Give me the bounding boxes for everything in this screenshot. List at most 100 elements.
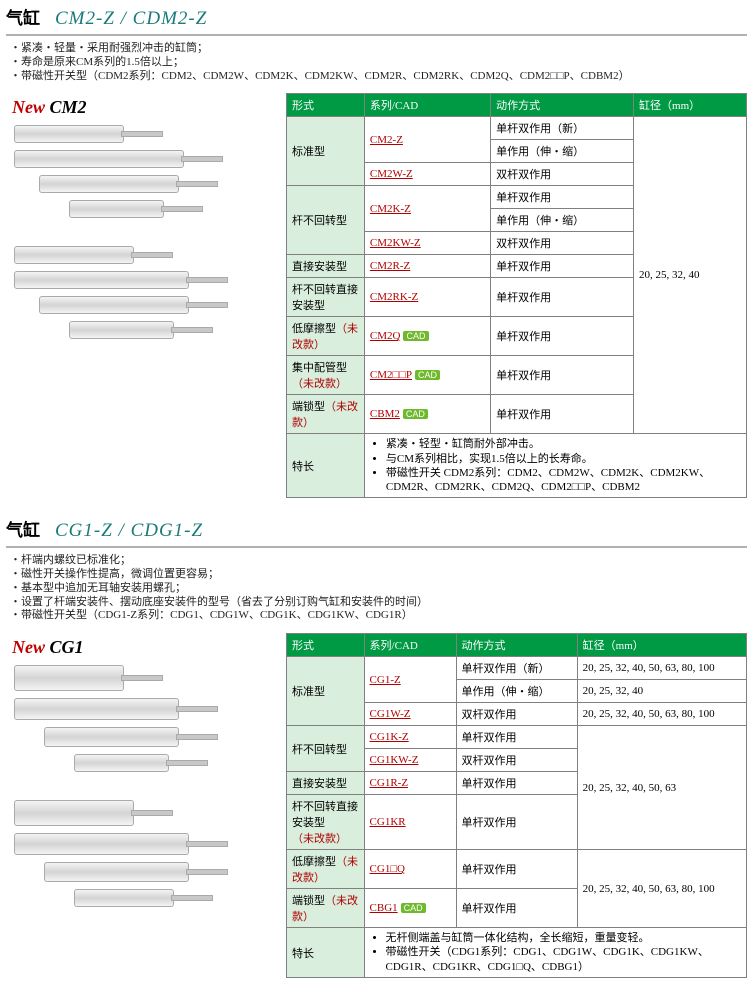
bullet-list: 杆端内螺纹已标准化； 磁性开关操作性提高，微调位置更容易； 基本型中追加无耳轴安… [10,554,747,623]
feature-item: 带磁性开关（CDG1系列：CDG1、CDG1W、CDG1K、CDG1KW、CDG… [386,945,741,974]
table-row: 杆不回转型 CG1K-Z 单杆双作用 20, 25, 32, 40, 50, 6… [287,726,747,749]
new-label: New CG1 [12,637,278,658]
cad-badge: CAD [403,331,428,341]
form-cell: 杆不回转型 [287,726,365,772]
bullet-item: 设置了杆端安装件、摆动底座安装件的型号（省去了分别订购气缸和安装件的时间） [10,596,747,610]
bore-cell: 20, 25, 32, 40, 50, 63, 80, 100 [577,850,746,928]
series-link[interactable]: CG1K-Z [370,731,409,743]
series-cell: CBM2CAD [364,395,490,434]
series-link[interactable]: CBM2 [370,408,400,420]
action-cell: 双杆双作用 [491,163,634,186]
action-cell: 单杆双作用 [456,889,577,928]
form-cell: 标准型 [287,117,365,186]
form-cell: 杆不回转直接安装型 [287,278,365,317]
feature-label: 特长 [287,434,365,498]
th-action: 动作方式 [491,94,634,117]
form-cell: 低摩擦型（未改款） [287,850,365,889]
cad-badge: CAD [415,370,440,380]
feature-item: 带磁性开关 CDM2系列：CDM2、CDM2W、CDM2K、CDM2KW、CDM… [386,466,741,495]
series-cell: CM2QCAD [364,317,490,356]
spec-table-cg1: 形式 系列/CAD 动作方式 缸径（mm） 标准型 CG1-Z 单杆双作用（新）… [286,633,747,978]
th-form: 形式 [287,634,365,657]
series-link[interactable]: CM2R-Z [370,260,410,272]
cylinder-illustrations [6,665,278,907]
series-link[interactable]: CG1KW-Z [370,754,419,766]
action-cell: 单作用（伸・缩） [491,140,634,163]
form-cell: 端锁型（未改款） [287,395,365,434]
new-text: New [12,97,45,117]
series-link[interactable]: CG1-Z [370,674,401,686]
bullet-item: 杆端内螺纹已标准化； [10,554,747,568]
th-bore: 缸径（mm） [577,634,746,657]
series-cell: CBG1CAD [364,889,456,928]
feature-item: 无杆侧端盖与缸筒一体化结构，全长缩短，重量变轻。 [386,931,741,945]
series-link[interactable]: CBG1 [370,902,398,914]
series-link[interactable]: CM2KW-Z [370,237,421,249]
series-link[interactable]: CG1R-Z [370,777,409,789]
series-cell: CM2RK-Z [364,278,490,317]
new-model: CG1 [50,637,84,657]
title-model: CG1-Z / CDG1-Z [55,520,203,541]
title-model: CM2-Z / CDM2-Z [55,8,207,29]
series-link[interactable]: CM2K-Z [370,203,411,215]
section-cg1: 气缸 CG1-Z / CDG1-Z 杆端内螺纹已标准化； 磁性开关操作性提高，微… [0,512,753,992]
th-form: 形式 [287,94,365,117]
series-link[interactable]: CM2-Z [370,134,403,146]
bullet-item: 带磁性开关型（CDG1-Z系列：CDG1、CDG1W、CDG1K、CDG1KW、… [10,609,747,623]
action-cell: 单杆双作用 [456,795,577,850]
new-text: New [12,637,45,657]
action-cell: 单杆双作用 [491,278,634,317]
series-link[interactable]: CM2W-Z [370,168,413,180]
cad-badge: CAD [401,903,426,913]
new-model: CM2 [50,97,87,117]
title-prefix: 气缸 [6,9,40,28]
form-cell: 杆不回转型 [287,186,365,255]
series-cell: CM2□□PCAD [364,356,490,395]
series-cell: CM2KW-Z [364,232,490,255]
series-link[interactable]: CG1KR [370,816,406,828]
spec-table-column: 形式 系列/CAD 动作方式 缸径（mm） 标准型 CG1-Z 单杆双作用（新）… [286,633,747,978]
series-link[interactable]: CG1□Q [370,863,405,875]
series-link[interactable]: CM2□□P [370,369,412,381]
series-link[interactable]: CM2Q [370,330,401,342]
action-cell: 单作用（伸・缩） [491,209,634,232]
action-cell: 单杆双作用 [491,395,634,434]
form-cell: 端锁型（未改款） [287,889,365,928]
feature-item: 紧凑・轻型・缸筒耐外部冲击。 [386,437,741,451]
content-row: New CG1 形式 系列/CAD [6,633,747,978]
action-cell: 单杆双作用 [491,186,634,209]
form-cell: 标准型 [287,657,365,726]
table-row: 标准型 CM2-Z 单杆双作用（新） 20, 25, 32, 40 [287,117,747,140]
th-series: 系列/CAD [364,634,456,657]
form-cell: 集中配管型（未改款） [287,356,365,395]
bullet-item: 基本型中追加无耳轴安装用螺孔； [10,582,747,596]
content-row: New CM2 形式 系列/CAD [6,93,747,498]
spec-table-column: 形式 系列/CAD 动作方式 缸径（mm） 标准型 CM2-Z 单杆双作用（新）… [286,93,747,498]
series-cell: CG1□Q [364,850,456,889]
table-row: 低摩擦型（未改款） CG1□Q 单杆双作用 20, 25, 32, 40, 50… [287,850,747,889]
form-cell: 直接安装型 [287,255,365,278]
bullet-item: 磁性开关操作性提高，微调位置更容易； [10,568,747,582]
bore-cell: 20, 25, 32, 40 [577,680,746,703]
series-link[interactable]: CG1W-Z [370,708,411,720]
th-series: 系列/CAD [364,94,490,117]
new-label: New CM2 [12,97,278,118]
bullet-list: 紧凑・轻量・采用耐强烈冲击的缸筒； 寿命是原来CM系列的1.5倍以上； 带磁性开… [10,42,747,83]
series-cell: CM2R-Z [364,255,490,278]
bore-cell: 20, 25, 32, 40 [634,117,747,434]
action-cell: 单作用（伸・缩） [456,680,577,703]
series-cell: CM2W-Z [364,163,490,186]
action-cell: 单杆双作用 [491,356,634,395]
feature-cell: 紧凑・轻型・缸筒耐外部冲击。 与CM系列相比，实现1.5倍以上的长寿命。 带磁性… [364,434,746,498]
title-prefix: 气缸 [6,521,40,540]
series-cell: CG1W-Z [364,703,456,726]
section-cm2: 气缸 CM2-Z / CDM2-Z 紧凑・轻量・采用耐强烈冲击的缸筒； 寿命是原… [0,0,753,512]
action-cell: 单杆双作用 [456,850,577,889]
feature-row: 特长 紧凑・轻型・缸筒耐外部冲击。 与CM系列相比，实现1.5倍以上的长寿命。 … [287,434,747,498]
title-row: 气缸 CG1-Z / CDG1-Z [6,516,747,548]
form-cell: 低摩擦型（未改款） [287,317,365,356]
series-link[interactable]: CM2RK-Z [370,291,418,303]
spec-table-cm2: 形式 系列/CAD 动作方式 缸径（mm） 标准型 CM2-Z 单杆双作用（新）… [286,93,747,498]
cad-badge: CAD [403,409,428,419]
action-cell: 双杆双作用 [491,232,634,255]
